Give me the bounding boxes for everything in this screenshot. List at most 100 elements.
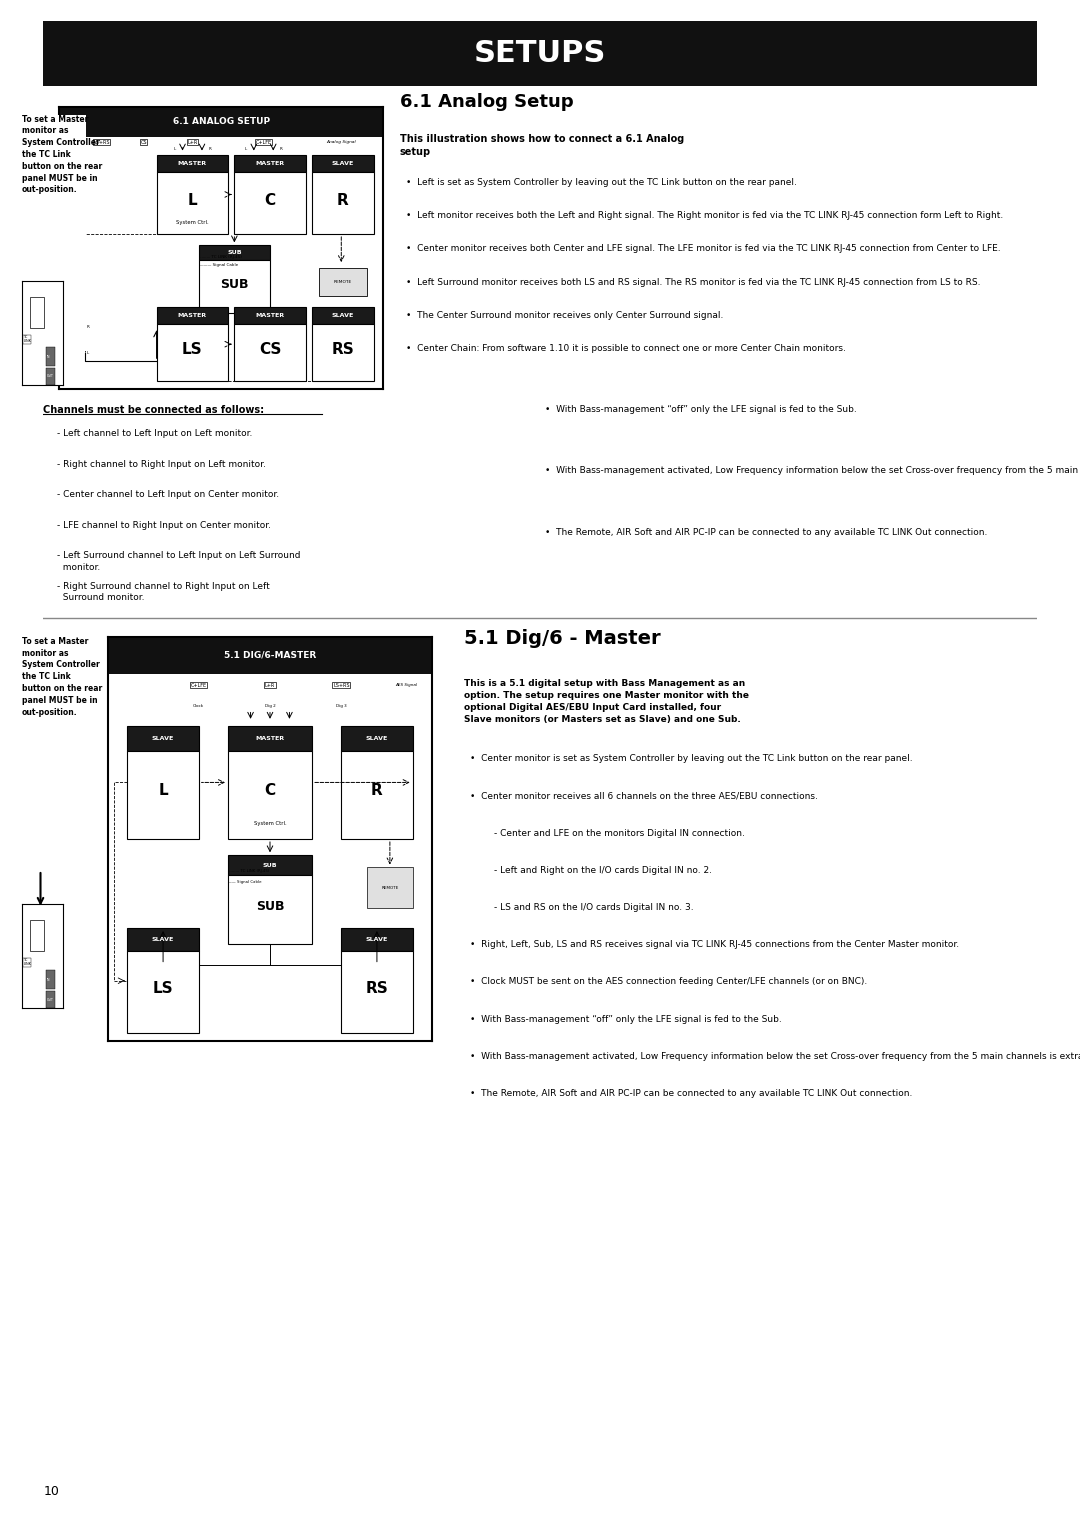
Text: SLAVE: SLAVE: [152, 938, 174, 942]
Text: LS+RS: LS+RS: [333, 683, 350, 687]
Text: L+R: L+R: [187, 139, 198, 145]
FancyBboxPatch shape: [157, 154, 228, 173]
Text: L: L: [86, 351, 90, 354]
Text: R: R: [280, 147, 283, 151]
Text: 10: 10: [43, 1486, 59, 1498]
FancyBboxPatch shape: [319, 267, 367, 296]
Text: AES Signal: AES Signal: [395, 683, 417, 687]
Text: •  With Bass-management “off” only the LFE signal is fed to the Sub.: • With Bass-management “off” only the LF…: [471, 1015, 782, 1023]
FancyBboxPatch shape: [228, 855, 312, 875]
Text: C+LFE: C+LFE: [256, 139, 271, 145]
Text: - Right channel to Right Input on Left monitor.: - Right channel to Right Input on Left m…: [57, 460, 266, 469]
Text: System Ctrl.: System Ctrl.: [254, 820, 286, 826]
Text: REMOTE: REMOTE: [381, 886, 399, 890]
Text: L: L: [244, 147, 247, 151]
Text: - LS and RS on the I/O cards Digital IN no. 3.: - LS and RS on the I/O cards Digital IN …: [494, 902, 693, 912]
Text: This illustration shows how to connect a 6.1 Analog
setup: This illustration shows how to connect a…: [400, 134, 684, 157]
Text: Clock: Clock: [193, 704, 204, 707]
Text: •  The Remote, AIR Soft and AIR PC-IP can be connected to any available TC LINK : • The Remote, AIR Soft and AIR PC-IP can…: [545, 528, 987, 538]
Text: MASTER: MASTER: [256, 736, 284, 741]
Text: This is a 5.1 digital setup with Bass Management as an
option. The setup require: This is a 5.1 digital setup with Bass Ma…: [464, 680, 750, 724]
Text: •  Left is set as System Controller by leaving out the TC Link button on the rea: • Left is set as System Controller by le…: [406, 177, 797, 186]
Text: •  Center monitor receives all 6 channels on the three AES/EBU connections.: • Center monitor receives all 6 channels…: [471, 791, 819, 800]
FancyBboxPatch shape: [341, 951, 413, 1034]
Text: •  The Remote, AIR Soft and AIR PC-IP can be connected to any available TC LINK : • The Remote, AIR Soft and AIR PC-IP can…: [471, 1089, 913, 1098]
Text: 5.1 Dig/6 - Master: 5.1 Dig/6 - Master: [464, 629, 661, 647]
Text: SUB: SUB: [256, 899, 284, 913]
Text: SLAVE: SLAVE: [366, 938, 388, 942]
Text: ......... TC LINK (RJ-45): ......... TC LINK (RJ-45): [228, 869, 269, 873]
FancyBboxPatch shape: [46, 971, 55, 989]
FancyBboxPatch shape: [228, 751, 312, 840]
FancyBboxPatch shape: [234, 324, 306, 380]
Text: •  Center monitor is set as System Controller by leaving out the TC Link button : • Center monitor is set as System Contro…: [471, 754, 913, 764]
Text: - Center channel to Left Input on Center monitor.: - Center channel to Left Input on Center…: [57, 490, 280, 499]
FancyBboxPatch shape: [30, 919, 44, 951]
Text: Channels must be connected as follows:: Channels must be connected as follows:: [43, 405, 265, 415]
Text: •  Center Chain: From software 1.10 it is possible to connect one or more Center: • Center Chain: From software 1.10 it is…: [406, 345, 846, 353]
FancyBboxPatch shape: [46, 991, 55, 1008]
Text: IN: IN: [46, 354, 50, 359]
Text: C+LFE: C+LFE: [191, 683, 206, 687]
FancyBboxPatch shape: [234, 154, 306, 173]
Text: MASTER: MASTER: [178, 162, 206, 166]
Text: C: C: [265, 783, 275, 799]
Text: •  Left monitor receives both the Left and Right signal. The Right monitor is fe: • Left monitor receives both the Left an…: [406, 211, 1003, 220]
Text: SUB: SUB: [227, 250, 242, 255]
FancyBboxPatch shape: [127, 725, 199, 751]
Text: Dig 3: Dig 3: [336, 704, 347, 707]
Text: L+R: L+R: [265, 683, 275, 687]
Text: L: L: [159, 783, 167, 799]
Text: MASTER: MASTER: [256, 162, 284, 166]
Text: R: R: [208, 147, 212, 151]
Text: RS: RS: [365, 980, 389, 996]
Text: L: L: [188, 192, 197, 208]
FancyBboxPatch shape: [367, 867, 413, 909]
Text: •  With Bass-management activated, Low Frequency information below the set Cross: • With Bass-management activated, Low Fr…: [545, 466, 1080, 475]
Text: SUB: SUB: [220, 278, 248, 290]
Text: ——— Signal Cable: ——— Signal Cable: [199, 263, 238, 267]
Text: LS+RS: LS+RS: [93, 139, 110, 145]
FancyBboxPatch shape: [46, 348, 55, 366]
FancyBboxPatch shape: [127, 951, 199, 1034]
FancyBboxPatch shape: [127, 751, 199, 840]
FancyBboxPatch shape: [108, 637, 432, 673]
Text: 6.1 Analog Setup: 6.1 Analog Setup: [400, 93, 573, 111]
Text: •  With Bass-management activated, Low Frequency information below the set Cross: • With Bass-management activated, Low Fr…: [471, 1052, 1080, 1061]
Text: - Left channel to Left Input on Left monitor.: - Left channel to Left Input on Left mon…: [57, 429, 253, 438]
Text: R: R: [337, 192, 349, 208]
Text: LS: LS: [181, 342, 203, 357]
Text: SUB: SUB: [262, 863, 278, 867]
Text: IN: IN: [46, 977, 50, 982]
Text: OUT: OUT: [46, 997, 54, 1002]
Text: TC
LINK: TC LINK: [24, 957, 31, 967]
Text: •  The Center Surround monitor receives only Center Surround signal.: • The Center Surround monitor receives o…: [406, 312, 724, 321]
Text: SLAVE: SLAVE: [366, 736, 388, 741]
Text: •  Clock MUST be sent on the AES connection feeding Center/LFE channels (or on B: • Clock MUST be sent on the AES connecti…: [471, 977, 867, 986]
Text: - LFE channel to Right Input on Center monitor.: - LFE channel to Right Input on Center m…: [57, 521, 271, 530]
Text: To set a Master
monitor as
System Controller
the TC Link
button on the rear
pane: To set a Master monitor as System Contro…: [22, 637, 102, 716]
Text: MASTER: MASTER: [256, 313, 284, 318]
FancyBboxPatch shape: [199, 246, 270, 260]
Text: - Center and LFE on the monitors Digital IN connection.: - Center and LFE on the monitors Digital…: [494, 829, 745, 838]
FancyBboxPatch shape: [30, 296, 44, 328]
Text: •  Center monitor receives both Center and LFE signal. The LFE monitor is fed vi: • Center monitor receives both Center an…: [406, 244, 1001, 253]
Text: - Left and Right on the I/O cards Digital IN no. 2.: - Left and Right on the I/O cards Digita…: [494, 866, 712, 875]
FancyBboxPatch shape: [157, 307, 228, 324]
FancyBboxPatch shape: [228, 875, 312, 944]
Text: 6.1 ANALOG SETUP: 6.1 ANALOG SETUP: [173, 118, 270, 127]
Text: MASTER: MASTER: [178, 313, 206, 318]
FancyBboxPatch shape: [157, 173, 228, 234]
FancyBboxPatch shape: [234, 307, 306, 324]
Text: ......... TC LINK (RJ-45): ......... TC LINK (RJ-45): [199, 255, 242, 258]
Text: •  Right, Left, Sub, LS and RS receives signal via TC LINK RJ-45 connections fro: • Right, Left, Sub, LS and RS receives s…: [471, 941, 959, 950]
Text: - Left Surround channel to Left Input on Left Surround
  monitor.: - Left Surround channel to Left Input on…: [57, 551, 300, 571]
Text: •  Left Surround monitor receives both LS and RS signal. The RS monitor is fed v: • Left Surround monitor receives both LS…: [406, 278, 981, 287]
Text: Dig 2: Dig 2: [265, 704, 275, 707]
FancyBboxPatch shape: [341, 751, 413, 840]
FancyBboxPatch shape: [199, 260, 270, 313]
Text: L: L: [173, 147, 176, 151]
FancyBboxPatch shape: [312, 154, 374, 173]
Text: 5.1 DIG/6-MASTER: 5.1 DIG/6-MASTER: [224, 651, 316, 660]
Text: TC
LINK: TC LINK: [24, 334, 31, 344]
